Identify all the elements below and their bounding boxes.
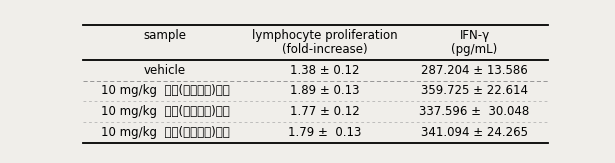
Text: 337.596 ±  30.048: 337.596 ± 30.048 bbox=[419, 105, 530, 118]
Text: sample: sample bbox=[144, 29, 187, 42]
Text: 10 mg/kg  미강(생물전환)산물: 10 mg/kg 미강(생물전환)산물 bbox=[101, 84, 229, 97]
Text: 1.77 ± 0.12: 1.77 ± 0.12 bbox=[290, 105, 359, 118]
Text: 10 mg/kg  대두(생물전환)산물: 10 mg/kg 대두(생물전환)산물 bbox=[101, 105, 229, 118]
Text: (pg/mL): (pg/mL) bbox=[451, 43, 498, 56]
Text: 1.38 ± 0.12: 1.38 ± 0.12 bbox=[290, 64, 359, 77]
Text: 287.204 ± 13.586: 287.204 ± 13.586 bbox=[421, 64, 528, 77]
Text: 1.89 ± 0.13: 1.89 ± 0.13 bbox=[290, 84, 359, 97]
Text: 1.79 ±  0.13: 1.79 ± 0.13 bbox=[288, 126, 361, 139]
Text: IFN-γ: IFN-γ bbox=[459, 29, 490, 42]
Text: vehicle: vehicle bbox=[144, 64, 186, 77]
Text: (fold-increase): (fold-increase) bbox=[282, 43, 367, 56]
Text: 10 mg/kg  참깨(생물전환)산물: 10 mg/kg 참깨(생물전환)산물 bbox=[101, 126, 229, 139]
Text: lymphocyte proliferation: lymphocyte proliferation bbox=[252, 29, 397, 42]
Text: 359.725 ± 22.614: 359.725 ± 22.614 bbox=[421, 84, 528, 97]
Text: 341.094 ± 24.265: 341.094 ± 24.265 bbox=[421, 126, 528, 139]
